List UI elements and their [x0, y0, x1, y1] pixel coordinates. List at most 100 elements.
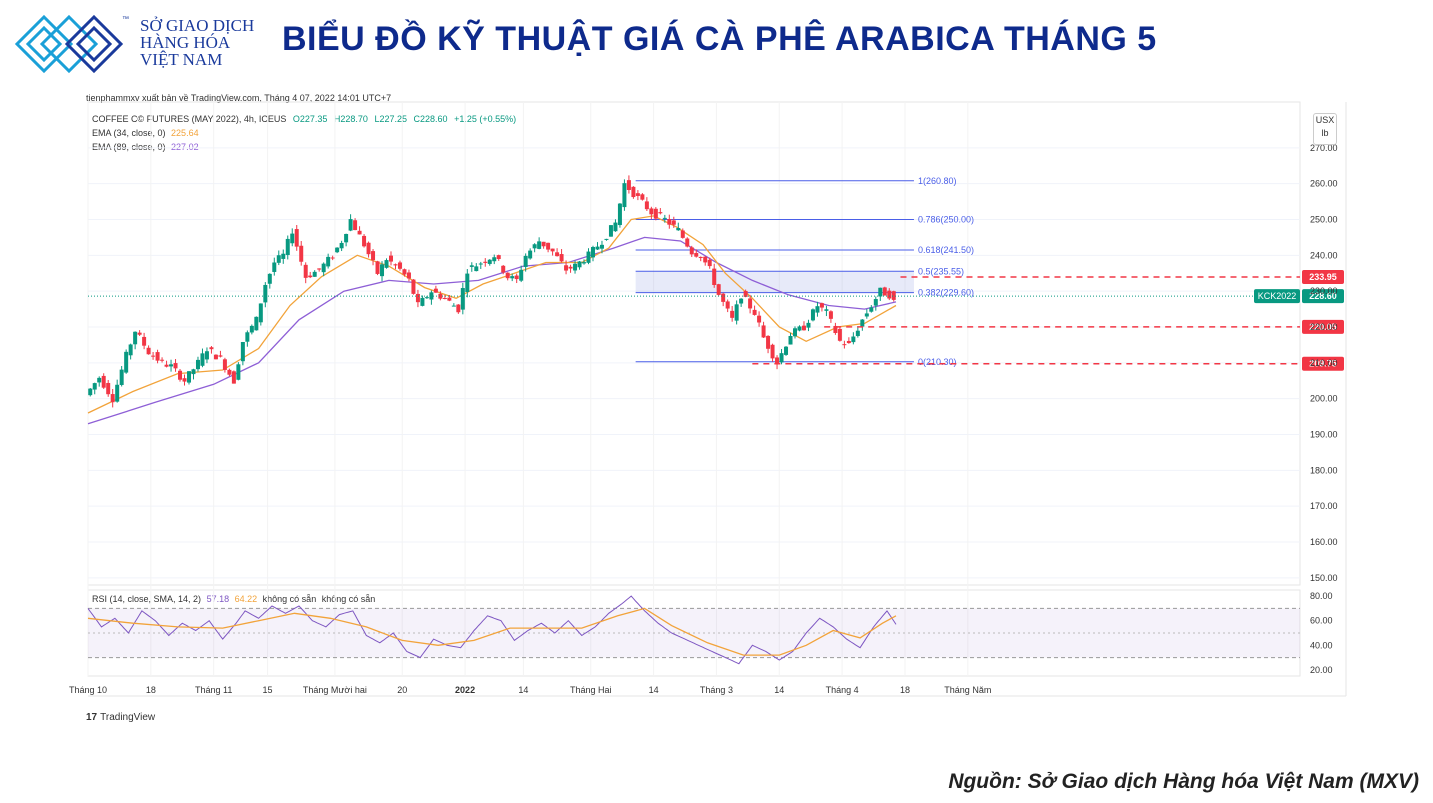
candle-body — [864, 313, 869, 317]
x-tick-label: 20 — [397, 685, 407, 695]
unit-selector[interactable]: USX lb — [1313, 113, 1337, 145]
candle-body — [433, 288, 438, 293]
y-tick-label: 200.00 — [1310, 394, 1338, 404]
fib-label: 0.382(229.60) — [918, 288, 974, 298]
candle-body — [725, 301, 730, 309]
candle-body — [806, 322, 811, 328]
candle-body — [169, 364, 174, 367]
rsi-tick-label: 40.00 — [1310, 640, 1333, 650]
grid — [87, 101, 1347, 697]
candle-body — [761, 325, 766, 338]
y-tick-label: 150.00 — [1310, 573, 1338, 583]
candle-body — [703, 256, 708, 263]
ema34-label: EMA (34, close, 0) — [92, 128, 166, 138]
candle-body — [559, 254, 564, 262]
fib-label: 0.618(241.50) — [918, 245, 974, 255]
candle-body — [438, 293, 443, 299]
candle-body — [676, 227, 681, 231]
candle-body — [406, 272, 411, 279]
candle-body — [788, 335, 793, 345]
candle-body — [245, 332, 250, 342]
candle-body — [133, 331, 138, 345]
candle-body — [317, 268, 322, 270]
candle-body — [263, 284, 268, 303]
candle-body — [487, 259, 492, 264]
candle-body — [582, 262, 587, 264]
candle-body — [182, 378, 187, 382]
candle-body — [793, 328, 797, 337]
candle-body — [285, 238, 290, 255]
price-pane-frame — [87, 101, 1301, 586]
y-tick-label: 170.00 — [1310, 501, 1338, 511]
candle-body — [240, 342, 245, 362]
candle-body — [770, 344, 775, 359]
candle-body — [644, 201, 649, 210]
candle-body — [824, 309, 829, 311]
candle-body — [662, 217, 667, 219]
candle-body — [851, 336, 856, 343]
candle-body — [303, 264, 308, 278]
ema89-label: EMA (89, close, 0) — [92, 142, 166, 152]
last-price-label: 228.60 — [1309, 291, 1337, 301]
candle-body — [891, 291, 896, 300]
candle-body — [465, 273, 470, 292]
candle-body — [290, 233, 295, 244]
key-level-label: 220.05 — [1309, 322, 1337, 332]
candle-body — [649, 208, 654, 215]
candle-body — [456, 304, 461, 313]
candle-body — [846, 340, 851, 344]
tradingview-icon: 17 — [86, 712, 98, 723]
candle-body — [195, 359, 200, 370]
candle-body — [424, 297, 429, 299]
candle-body — [564, 265, 569, 271]
x-tick-label: 18 — [146, 685, 156, 695]
candle-body — [869, 307, 874, 312]
ohlc-open: O227.35 — [292, 114, 328, 124]
candle-body — [308, 275, 313, 278]
candle-body — [510, 276, 515, 279]
candle-body — [779, 353, 784, 363]
candle-body — [658, 212, 663, 214]
candle-body — [734, 304, 739, 321]
symbol-legend: COFFEE C© FUTURES (MAY 2022), 4h, ICEUS … — [92, 114, 516, 124]
key-level-label: 233.95 — [1309, 272, 1337, 282]
candle-body — [680, 230, 685, 238]
rsi-value: 57.18 — [206, 594, 230, 604]
key-level-badge — [1302, 319, 1344, 334]
candle-body — [389, 255, 393, 262]
candle-body — [106, 382, 111, 395]
candle-body — [469, 265, 474, 267]
candle-body — [137, 332, 142, 335]
candle-body — [101, 375, 106, 388]
candle-body — [694, 253, 699, 257]
price-axis: 270.00260.00250.00240.00230.00220.00210.… — [1310, 143, 1338, 583]
candle-body — [146, 347, 151, 355]
candle-body — [155, 352, 160, 361]
ema34-legend: EMA (34, close, 0) 225.64 — [92, 128, 199, 138]
y-tick-label: 220.00 — [1310, 322, 1338, 332]
candle-body — [828, 311, 833, 319]
candle-body — [415, 293, 420, 303]
y-tick-label: 260.00 — [1310, 179, 1338, 189]
candle-body — [698, 256, 703, 259]
candle-body — [528, 250, 533, 259]
fib-label: 0.5(235.55) — [918, 266, 964, 276]
candle-body — [258, 303, 263, 323]
x-tick-label: Tháng Hai — [570, 685, 612, 695]
ema89-legend: EMA (89, close, 0) 227.02 — [92, 142, 199, 152]
candle-body — [321, 263, 326, 273]
candle-body — [231, 371, 236, 384]
published-line: tienphammxv xuất bản về TradingView.com,… — [86, 93, 392, 103]
ohlc-change: +1.25 (+0.55%) — [454, 114, 517, 124]
x-tick-label: Tháng 4 — [826, 685, 859, 695]
mxv-logo — [14, 14, 124, 74]
candle-body — [523, 255, 528, 267]
x-tick-label: Tháng 3 — [700, 685, 733, 695]
candle-body — [595, 246, 600, 250]
candle-body — [371, 251, 376, 261]
candle-body — [142, 336, 147, 346]
x-tick-label: 2022 — [455, 685, 475, 695]
candle-body — [474, 266, 479, 272]
candle-body — [299, 245, 304, 262]
x-tick-label: Tháng 11 — [195, 685, 232, 695]
